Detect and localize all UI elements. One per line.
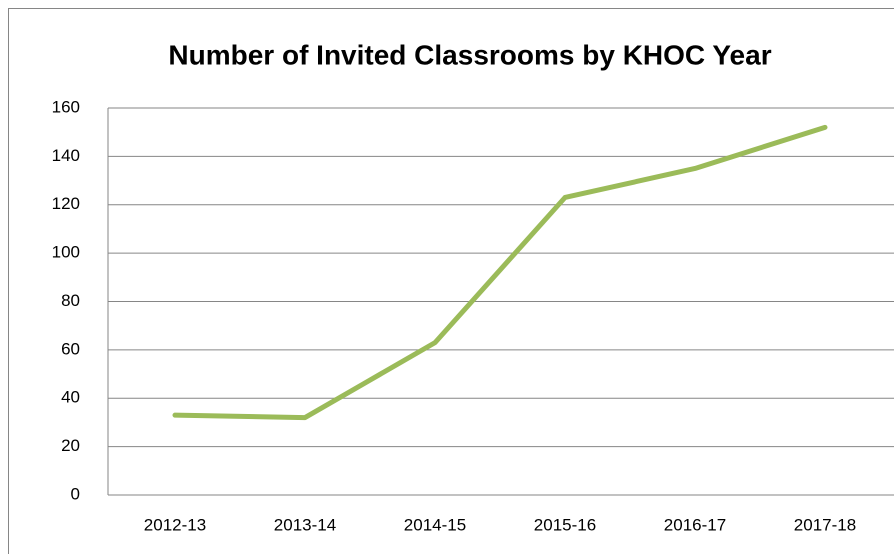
- line-series: [172, 124, 828, 421]
- y-tick-label: 80: [61, 291, 80, 310]
- chart-border: [8, 8, 894, 554]
- y-tick-label: 60: [61, 339, 80, 358]
- x-tick-label: 2015-16: [534, 515, 596, 534]
- x-tick-label: 2016-17: [664, 515, 726, 534]
- y-tick-label: 20: [61, 436, 80, 455]
- y-tick-label: 40: [61, 388, 80, 407]
- x-tick-label: 2012-13: [144, 515, 206, 534]
- x-tick-label: 2017-18: [794, 515, 856, 534]
- y-tick-label: 100: [52, 243, 80, 262]
- x-tick-label: 2013-14: [274, 515, 336, 534]
- y-tick-label: 120: [52, 194, 80, 213]
- x-tick-label: 2014-15: [404, 515, 466, 534]
- chart-title: Number of Invited Classrooms by KHOC Yea…: [168, 39, 771, 70]
- y-tick-label: 160: [52, 97, 80, 116]
- y-tick-label: 0: [71, 484, 80, 503]
- y-tick-label: 140: [52, 146, 80, 165]
